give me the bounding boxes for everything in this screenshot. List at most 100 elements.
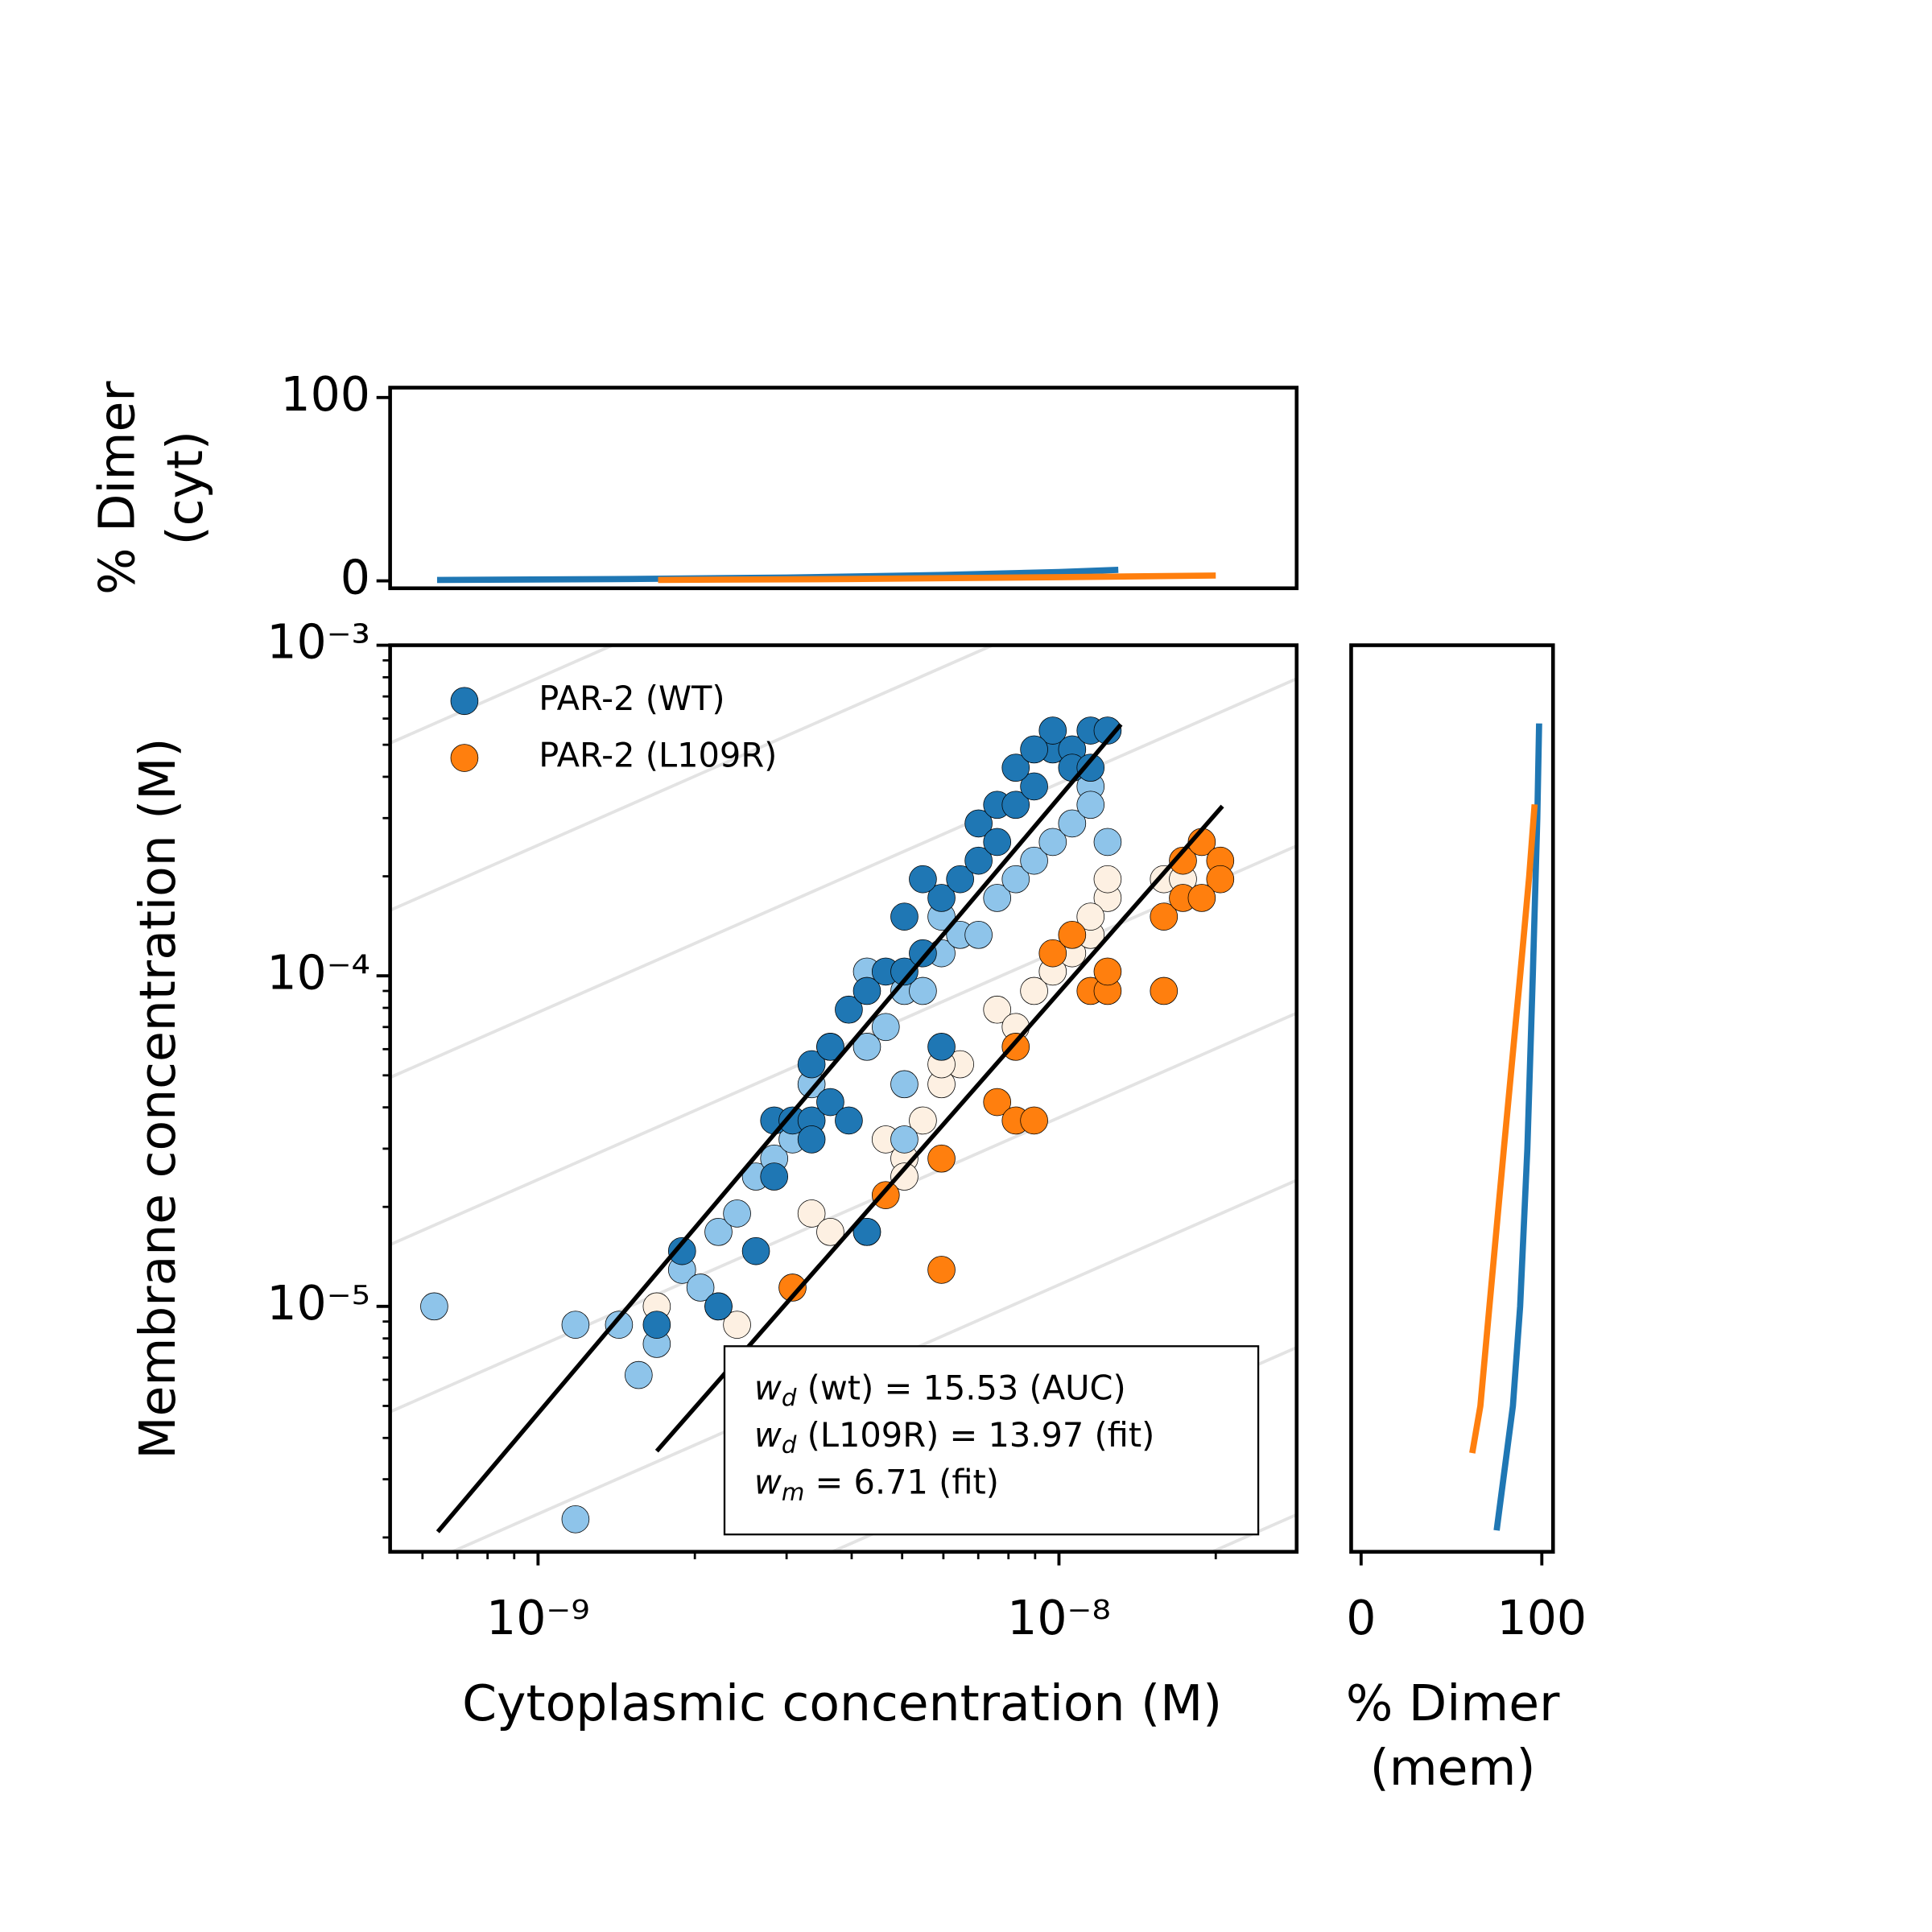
y-tick-label: 100	[280, 367, 370, 422]
reference-line	[390, 677, 1297, 1080]
scatter-point	[1150, 902, 1179, 931]
scatter-point	[778, 1274, 807, 1302]
annotation-text: (L109R) = 13.97 (fit)	[796, 1415, 1154, 1455]
scatter-point	[1001, 865, 1030, 894]
scatter-point	[625, 1360, 653, 1389]
scatter-point	[964, 846, 993, 875]
scatter-point	[909, 939, 937, 968]
scatter-point	[852, 976, 881, 1005]
scatter-point	[797, 1050, 826, 1079]
reference-line	[390, 645, 997, 912]
axes-frame	[1349, 643, 1555, 1554]
annotation-subscript: d	[782, 1384, 797, 1411]
legend-label: PAR-2 (WT)	[539, 679, 724, 718]
scatter-point	[983, 884, 1012, 912]
scatter-point	[890, 957, 919, 986]
scatter-point	[946, 865, 974, 894]
scatter-point	[704, 1292, 733, 1321]
scatter-point	[964, 809, 993, 838]
scatter-point	[1169, 846, 1197, 875]
scatter-point	[835, 995, 863, 1024]
y-tick-label: 10⁻⁴	[266, 945, 370, 1000]
scatter-point	[909, 1106, 937, 1135]
scatter-point	[642, 1311, 671, 1339]
scatter-point	[852, 1033, 881, 1061]
x-tick-label: 0	[1346, 1591, 1376, 1645]
scatter-point	[1093, 716, 1122, 745]
x-axis-label: Cytoplasmic concentration (M)	[462, 1674, 1222, 1732]
scatter-point	[1001, 1033, 1030, 1061]
x-tick-label: 10⁻⁸	[1007, 1591, 1111, 1645]
scatter-point	[871, 1013, 900, 1042]
y-tick-label: 10⁻³	[266, 615, 370, 670]
scatter-point	[927, 884, 956, 912]
scatter-point	[871, 1181, 900, 1209]
scatter-point	[816, 1088, 844, 1117]
annotation-symbol: w	[754, 1368, 782, 1408]
legend-label: PAR-2 (L109R)	[539, 736, 777, 775]
scatter-point	[1093, 865, 1122, 894]
scatter-point	[1038, 716, 1067, 745]
scatter-point	[741, 1236, 770, 1265]
scatter-point	[1001, 753, 1030, 782]
series-line	[1469, 803, 1538, 1454]
scatter-point	[890, 902, 919, 931]
scatter-point	[1020, 772, 1048, 801]
annotation-line: wd (L109R) = 13.97 (fit)	[754, 1415, 1154, 1459]
scatter-point	[983, 995, 1012, 1024]
reference-line	[390, 645, 617, 745]
scatter-point	[797, 1199, 826, 1228]
x-tick-label: 10⁻⁹	[486, 1591, 590, 1645]
scatter-point	[760, 1162, 789, 1191]
scatter-point	[1058, 809, 1087, 838]
scatter-point	[1076, 902, 1105, 931]
scatter-point	[890, 1125, 919, 1154]
scatter-point	[723, 1311, 751, 1339]
scatter-point	[927, 1256, 956, 1284]
scatter-point	[964, 921, 993, 949]
annotation-symbol: w	[754, 1463, 782, 1502]
scatter-point	[1150, 976, 1179, 1005]
x-axis-label: (mem)	[1370, 1739, 1536, 1797]
scatter-point	[927, 1033, 956, 1061]
x-axis-label: % Dimer	[1346, 1674, 1560, 1732]
annotation-box	[723, 1345, 1260, 1536]
annotation: wd (wt) = 15.53 (AUC) wd (L109R) = 13.97 …	[754, 1368, 1154, 1506]
series-line	[1493, 723, 1542, 1531]
legend-marker	[450, 687, 479, 716]
scatter-point	[723, 1199, 751, 1228]
reference-line	[390, 1011, 1297, 1414]
scatter-point	[1187, 884, 1216, 912]
annotation-text: (wt) = 15.53 (AUC)	[796, 1368, 1125, 1408]
scatter-point	[686, 1274, 715, 1302]
scatter-point	[1020, 1106, 1048, 1135]
y-axis-label: % Dimer	[88, 381, 146, 595]
scatter-point	[561, 1505, 590, 1534]
axes-frame	[388, 643, 1299, 1554]
annotation-line: wd (wt) = 15.53 (AUC)	[754, 1368, 1126, 1412]
scatter-point	[561, 1311, 590, 1339]
scatter-point	[1076, 753, 1105, 782]
y-tick-label: 0	[341, 551, 370, 605]
x-tick-label: 100	[1497, 1591, 1587, 1645]
scatter-point	[852, 1218, 881, 1246]
scatter-point	[1058, 921, 1087, 949]
scatter-point	[909, 976, 937, 1005]
y-axis-label: Membrane concentration (M)	[129, 738, 187, 1459]
y-axis-label: (cyt)	[156, 431, 214, 545]
scatter-point	[1001, 791, 1030, 819]
scatter-point	[797, 1125, 826, 1154]
scatter-point	[816, 1033, 844, 1061]
scatter-point	[1020, 976, 1048, 1005]
scatter-point	[420, 1292, 448, 1321]
scatter-point	[1038, 939, 1067, 968]
y-tick-label: 10⁻⁵	[266, 1276, 370, 1331]
scatter-point	[1020, 735, 1048, 764]
annotation-subscript: m	[782, 1478, 804, 1505]
scatter-point	[1020, 846, 1048, 875]
scatter-point	[1038, 828, 1067, 857]
scatter-point	[890, 1162, 919, 1191]
